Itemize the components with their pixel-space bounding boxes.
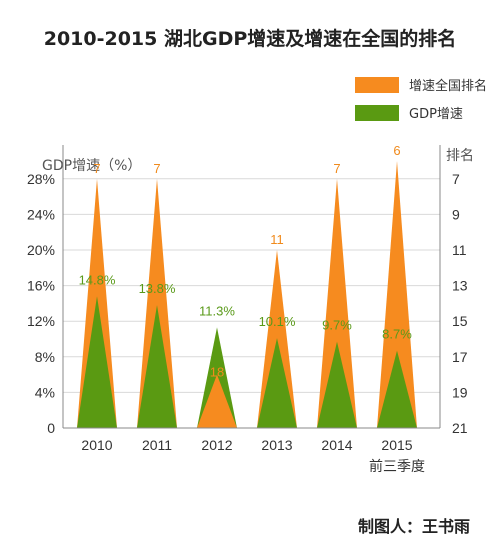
legend: 增速全国排名 GDP增速 [355, 77, 487, 122]
gdp-peak [77, 296, 117, 428]
x-category-note: 前三季度 [369, 458, 425, 474]
x-tick-label: 2010 [81, 437, 112, 453]
chart-title: 2010-2015 湖北GDP增速及增速在全国的排名 [44, 27, 457, 50]
rank-peak [377, 161, 417, 428]
gdp-peak [317, 341, 357, 428]
y-left-tick-label: 0 [47, 420, 55, 436]
credit-text: 制图人：王书雨 [358, 517, 470, 536]
rank-data-label: 7 [333, 161, 340, 176]
y-right-tick-label: 21 [452, 420, 468, 436]
axes: 0 4% 8% 12% 16% 20% 24% 28% 21 19 17 15 13 11 9 7 2010 20… [27, 145, 468, 474]
legend-label: GDP增速 [409, 107, 463, 122]
rank-data-label: 6 [393, 143, 400, 158]
legend-swatch [355, 105, 399, 121]
gdp-peak [257, 338, 297, 428]
y-left-tick-label: 28% [27, 171, 55, 187]
gdp-data-label: 10.1% [259, 314, 296, 329]
y-right-tick-label: 7 [452, 171, 460, 187]
gdp-data-label: 14.8% [79, 272, 116, 287]
rank-peak [137, 178, 177, 428]
x-tick-label: 2012 [201, 437, 232, 453]
x-tick-label: 2014 [321, 437, 352, 453]
series-layer [77, 161, 417, 428]
y-right-tick-label: 13 [452, 278, 468, 294]
rank-data-label: 11 [270, 232, 284, 247]
y-right-tick-label: 17 [452, 349, 468, 365]
x-tick-label: 2015 [381, 437, 412, 453]
gdp-data-label: 9.7% [322, 318, 352, 333]
grid [63, 178, 440, 393]
y-left-tick-label: 8% [35, 349, 55, 365]
gdp-data-label: 13.8% [139, 281, 176, 296]
y-left-tick-label: 24% [27, 206, 55, 222]
gdp-data-label: 11.3% [199, 303, 235, 318]
legend-swatch [355, 77, 399, 93]
y-left-tick-label: 12% [27, 313, 55, 329]
rank-peak-overlay [197, 374, 237, 428]
y-left-axis-title: GDP增速（%） [42, 158, 141, 174]
gdp-data-label: 8.7% [382, 327, 412, 342]
y-right-tick-label: 11 [452, 242, 467, 258]
rank-data-label: 7 [93, 161, 100, 176]
gdp-peak [377, 350, 417, 428]
rank-peak [317, 178, 357, 428]
y-left-tick-label: 4% [35, 384, 55, 400]
x-tick-label: 2011 [142, 437, 172, 453]
gdp-peak [137, 305, 177, 428]
rank-data-label: 18 [210, 365, 224, 380]
y-right-tick-label: 15 [452, 313, 468, 329]
y-right-tick-label: 19 [452, 384, 468, 400]
legend-label: 增速全国排名 [409, 78, 487, 94]
y-right-tick-label: 9 [452, 206, 460, 222]
data-labels: 7 14.8% 7 13.8% 18 11.3% 11 10.1% 7 9.7% 6 8.7% [79, 143, 413, 380]
rank-data-label: 7 [153, 161, 160, 176]
x-tick-label: 2013 [261, 437, 292, 453]
y-left-tick-label: 20% [27, 242, 55, 258]
y-left-tick-label: 16% [27, 278, 55, 294]
y-right-axis-title: 排名 [446, 148, 474, 164]
